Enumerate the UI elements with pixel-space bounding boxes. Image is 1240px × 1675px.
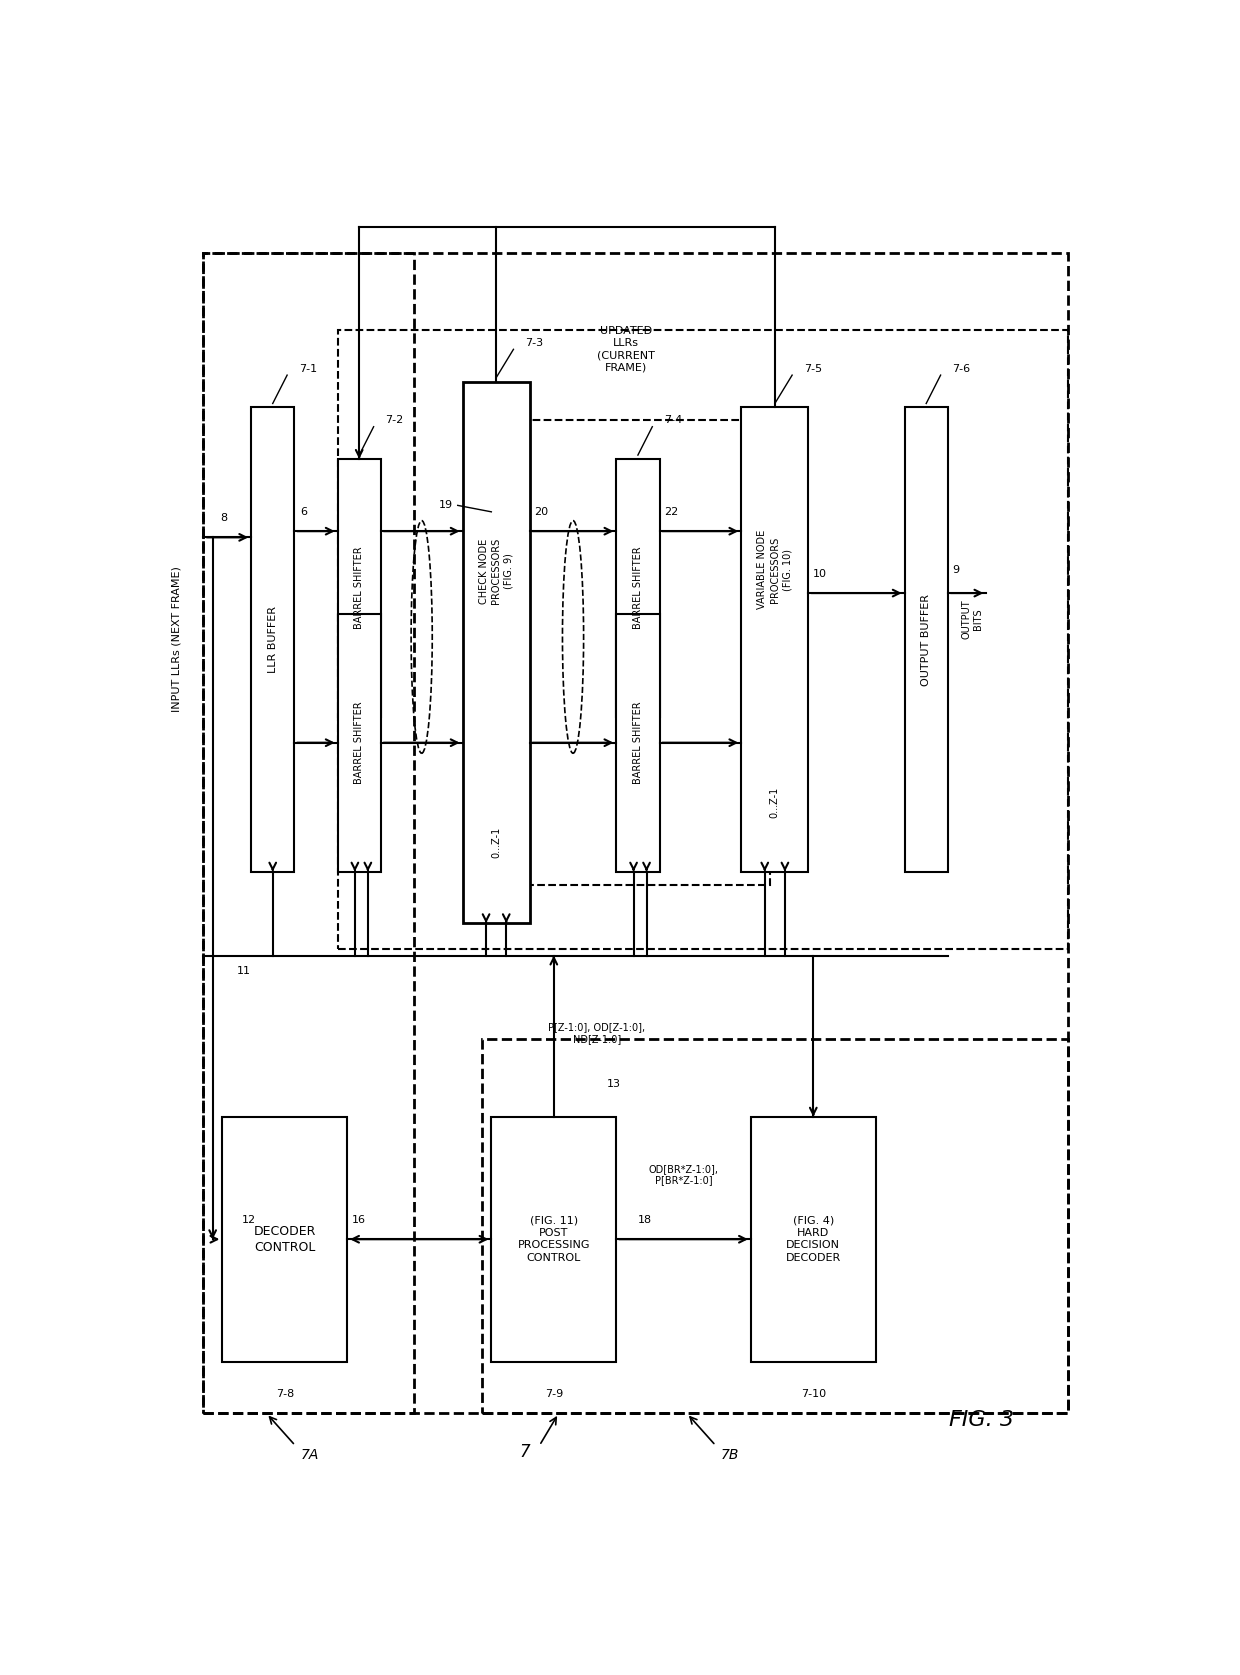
Text: BARREL SHIFTER: BARREL SHIFTER — [355, 702, 365, 784]
Text: 11: 11 — [237, 966, 250, 977]
Bar — [481, 420, 770, 884]
Text: 22: 22 — [665, 508, 678, 518]
Text: 19: 19 — [439, 501, 453, 511]
Bar — [742, 407, 808, 871]
Text: 9: 9 — [952, 564, 960, 575]
Text: CHECK NODE
PROCESSORS
(FIG. 9): CHECK NODE PROCESSORS (FIG. 9) — [479, 538, 513, 605]
Text: DECODER
CONTROL: DECODER CONTROL — [253, 1224, 316, 1255]
Text: 7-8: 7-8 — [275, 1389, 294, 1399]
Text: 20: 20 — [534, 508, 549, 518]
Bar — [337, 330, 1068, 950]
Text: 7-3: 7-3 — [525, 338, 543, 348]
Bar — [491, 1117, 616, 1362]
Bar — [203, 253, 414, 1414]
Text: VARIABLE NODE
PROCESSORS
(FIG. 10): VARIABLE NODE PROCESSORS (FIG. 10) — [758, 531, 792, 610]
Bar — [905, 407, 947, 871]
Text: 7: 7 — [520, 1444, 531, 1461]
Text: 10: 10 — [813, 570, 827, 580]
Text: 7-1: 7-1 — [299, 363, 316, 374]
Bar — [463, 382, 529, 923]
Text: BARREL SHIFTER: BARREL SHIFTER — [355, 546, 365, 630]
Text: UPDATED
LLRs
(CURRENT
FRAME): UPDATED LLRs (CURRENT FRAME) — [596, 327, 655, 372]
Text: 13: 13 — [606, 1079, 621, 1089]
Text: 7-5: 7-5 — [804, 363, 822, 374]
Text: 7B: 7B — [720, 1447, 739, 1462]
Text: BARREL SHIFTER: BARREL SHIFTER — [632, 546, 642, 630]
Text: 8: 8 — [221, 513, 228, 523]
Text: 16: 16 — [352, 1214, 366, 1224]
Text: 0...Z-1: 0...Z-1 — [770, 786, 780, 817]
Text: 7-2: 7-2 — [386, 415, 403, 425]
Text: LLR BUFFER: LLR BUFFER — [268, 606, 278, 673]
Text: INPUT LLRs (NEXT FRAME): INPUT LLRs (NEXT FRAME) — [171, 566, 181, 712]
Text: 7-9: 7-9 — [544, 1389, 563, 1399]
Text: OD[BR*Z-1:0],
P[BR*Z-1:0]: OD[BR*Z-1:0], P[BR*Z-1:0] — [649, 1164, 718, 1186]
Text: 18: 18 — [639, 1214, 652, 1224]
Text: 0...Z-1: 0...Z-1 — [491, 826, 501, 858]
Bar — [751, 1117, 875, 1362]
Bar — [481, 1038, 1068, 1414]
Bar — [337, 613, 381, 871]
Bar — [337, 459, 381, 717]
Text: BARREL SHIFTER: BARREL SHIFTER — [632, 702, 642, 784]
Text: (FIG. 11)
POST
PROCESSING
CONTROL: (FIG. 11) POST PROCESSING CONTROL — [517, 1216, 590, 1263]
Text: 7-6: 7-6 — [952, 363, 970, 374]
Text: FIG. 3: FIG. 3 — [949, 1410, 1014, 1430]
Text: P[Z-1:0], OD[Z-1:0],
ND[Z-1:0]: P[Z-1:0], OD[Z-1:0], ND[Z-1:0] — [548, 1022, 646, 1044]
Text: 7A: 7A — [300, 1447, 319, 1462]
Text: OUTPUT BUFFER: OUTPUT BUFFER — [921, 593, 931, 685]
Text: 7-10: 7-10 — [801, 1389, 826, 1399]
Text: 12: 12 — [242, 1214, 255, 1224]
Bar — [250, 407, 294, 871]
Text: (FIG. 4)
HARD
DECISION
DECODER: (FIG. 4) HARD DECISION DECODER — [786, 1216, 841, 1263]
Bar — [616, 613, 660, 871]
Text: 6: 6 — [300, 508, 308, 518]
Text: 7-4: 7-4 — [663, 415, 682, 425]
Bar — [616, 459, 660, 717]
Text: OUTPUT
BITS: OUTPUT BITS — [961, 600, 982, 640]
Bar — [222, 1117, 347, 1362]
